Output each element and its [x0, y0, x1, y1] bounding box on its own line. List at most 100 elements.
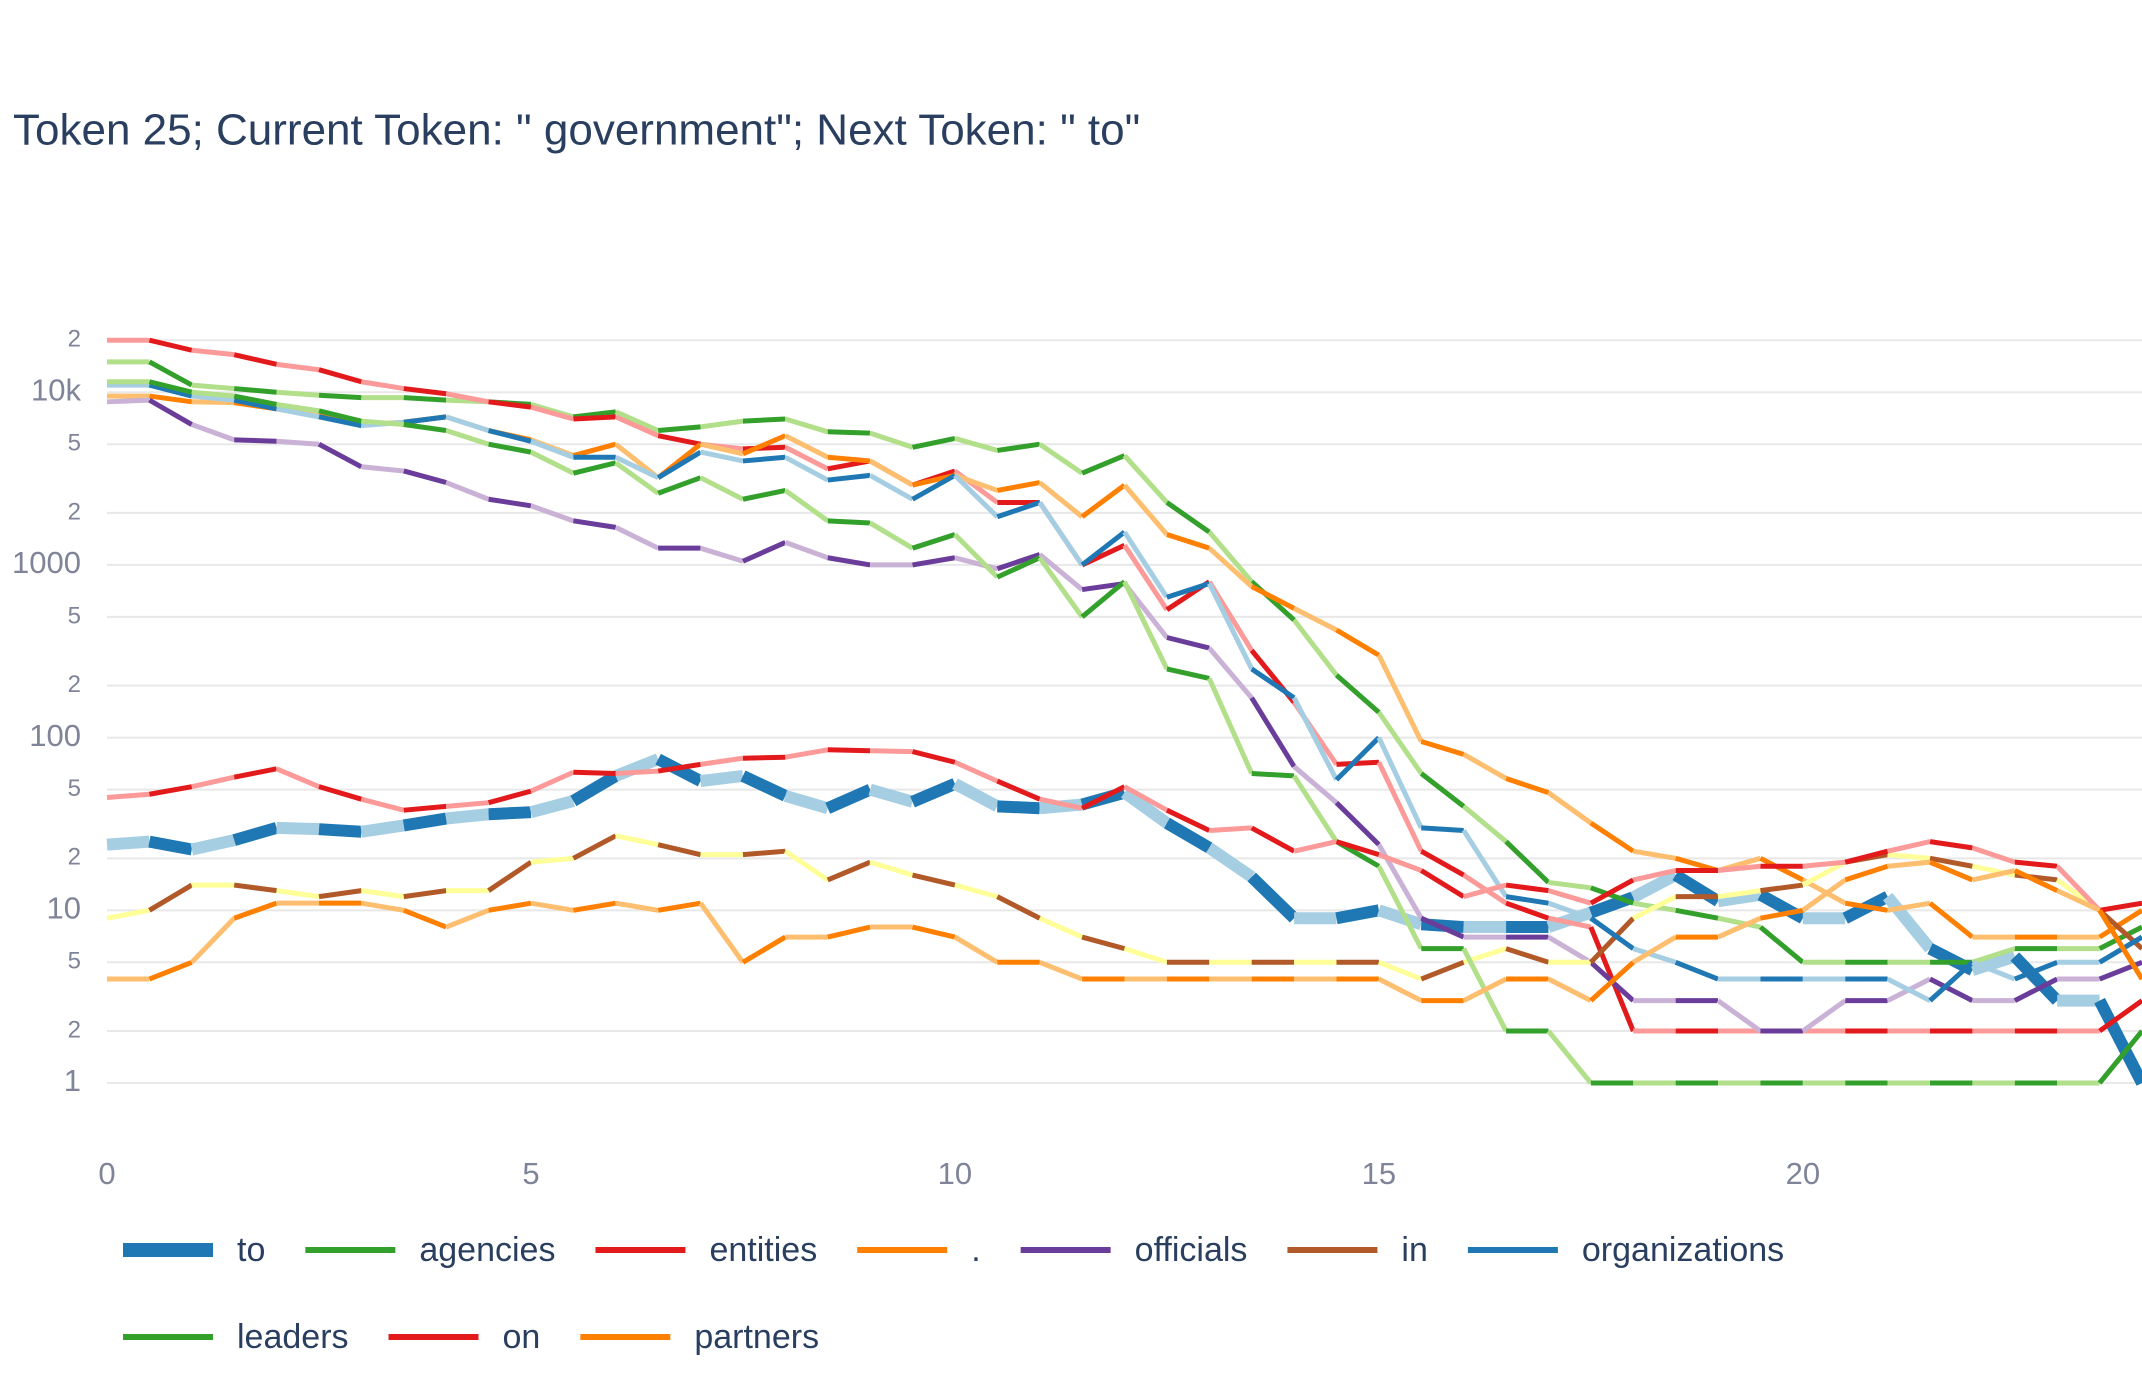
line-segment: [530, 900, 574, 913]
line-segment: [318, 392, 362, 401]
line-segment: [869, 430, 914, 450]
line-segment: [1335, 839, 1380, 858]
line-segment: [2010, 952, 2062, 1005]
line-segment: [741, 540, 787, 564]
line-segment: [827, 747, 871, 754]
line-segment: [1462, 804, 1508, 844]
legend-item: organizations: [1467, 1231, 1784, 1269]
line-segment: [1463, 882, 1507, 900]
line-segment: [742, 454, 786, 464]
line-segment: [488, 806, 532, 821]
line-segment: [1249, 696, 1297, 768]
line-segment: [1165, 807, 1211, 833]
x-tick-label: 0: [98, 1156, 115, 1191]
line-segment: [1589, 877, 1635, 906]
line-segment: [1166, 532, 1211, 551]
line-segment: [1717, 888, 1762, 908]
line-segment: [106, 907, 150, 921]
line-segment: [614, 414, 660, 438]
line-segment: [868, 783, 915, 808]
line-segment: [1250, 666, 1296, 700]
line-segment: [953, 934, 999, 965]
line-segment: [784, 540, 829, 561]
line-segment: [1376, 761, 1424, 853]
line-segment: [615, 900, 659, 913]
line-segment: [573, 414, 616, 422]
line-segment: [1037, 556, 1085, 619]
line-segment: [1293, 839, 1338, 854]
line-segment: [1928, 976, 1974, 1003]
line-segment: [870, 748, 913, 755]
line-segment: [1630, 869, 1679, 903]
line-segment: [996, 894, 1041, 921]
line-segment: [488, 399, 532, 410]
line-segment: [869, 859, 914, 878]
legend-item: entities: [595, 1231, 817, 1269]
line-segment: [573, 409, 617, 420]
line-segment: [1505, 882, 1549, 894]
x-tick-label: 10: [938, 1156, 972, 1191]
line-segment: [148, 835, 193, 856]
line-segment: [827, 555, 871, 568]
line-segment: [1207, 677, 1254, 775]
line-segment: [1759, 907, 1804, 921]
line-segment: [403, 414, 447, 425]
line-segment: [614, 525, 660, 551]
line-segment: [657, 842, 702, 858]
line-segment: [1122, 543, 1169, 612]
line-segment: [361, 418, 404, 428]
legend-item: to: [123, 1231, 265, 1269]
line-segment: [1292, 606, 1338, 633]
line-segment: [402, 907, 448, 930]
line-segment: [1929, 855, 1973, 869]
line-segment: [1589, 916, 1636, 965]
line-segment: [2098, 934, 2142, 965]
line-segment: [1547, 934, 1593, 965]
line-segment: [699, 441, 744, 457]
legend: to agencies entities. officials in organizati…: [123, 1231, 1784, 1356]
line-segment: [1970, 950, 2017, 976]
line-segment: [234, 437, 277, 444]
line-segment: [1292, 618, 1339, 677]
line-segment: [1247, 872, 1299, 923]
line-segment: [742, 487, 786, 502]
line-segment: [572, 441, 617, 458]
line-segment: [614, 409, 660, 433]
line-segment: [657, 761, 701, 774]
line-segment: [148, 359, 193, 388]
line-segment: [530, 404, 575, 422]
line-segment: [2056, 888, 2101, 913]
line-segment: [318, 367, 363, 385]
line-segment: [361, 464, 405, 474]
line-segment: [1758, 925, 1805, 965]
line-segment: [360, 379, 405, 392]
y-tick-label: 2: [68, 326, 81, 353]
line-segment: [1674, 959, 1719, 982]
y-tick-label: 5: [68, 602, 81, 629]
line-segment: [572, 460, 617, 476]
line-segment: [952, 778, 1001, 812]
y-tick-label: 2: [68, 1016, 81, 1043]
line-segment: [996, 500, 1041, 520]
line-segment: [827, 472, 871, 483]
line-segment: [614, 455, 660, 480]
line-segment: [912, 435, 956, 450]
x-tick-label: 5: [522, 1156, 539, 1191]
line-segment: [1163, 817, 1213, 854]
line-segment: [360, 819, 405, 838]
legend-label: organizations: [1582, 1231, 1784, 1269]
line-segment: [1334, 735, 1381, 782]
line-segment: [445, 907, 490, 930]
y-tick-label: 2: [68, 671, 81, 698]
line-segment: [1377, 976, 1423, 1003]
line-segment: [572, 900, 617, 913]
line-segment: [403, 803, 447, 813]
y-tick-label: 2: [68, 498, 81, 525]
line-segment: [318, 784, 363, 802]
legend-item: .: [857, 1231, 981, 1269]
line-segment: [191, 389, 235, 399]
line-segment: [1589, 960, 1635, 1003]
line-segment: [148, 397, 194, 427]
line-segment: [233, 386, 277, 395]
line-segment: [1420, 739, 1465, 757]
